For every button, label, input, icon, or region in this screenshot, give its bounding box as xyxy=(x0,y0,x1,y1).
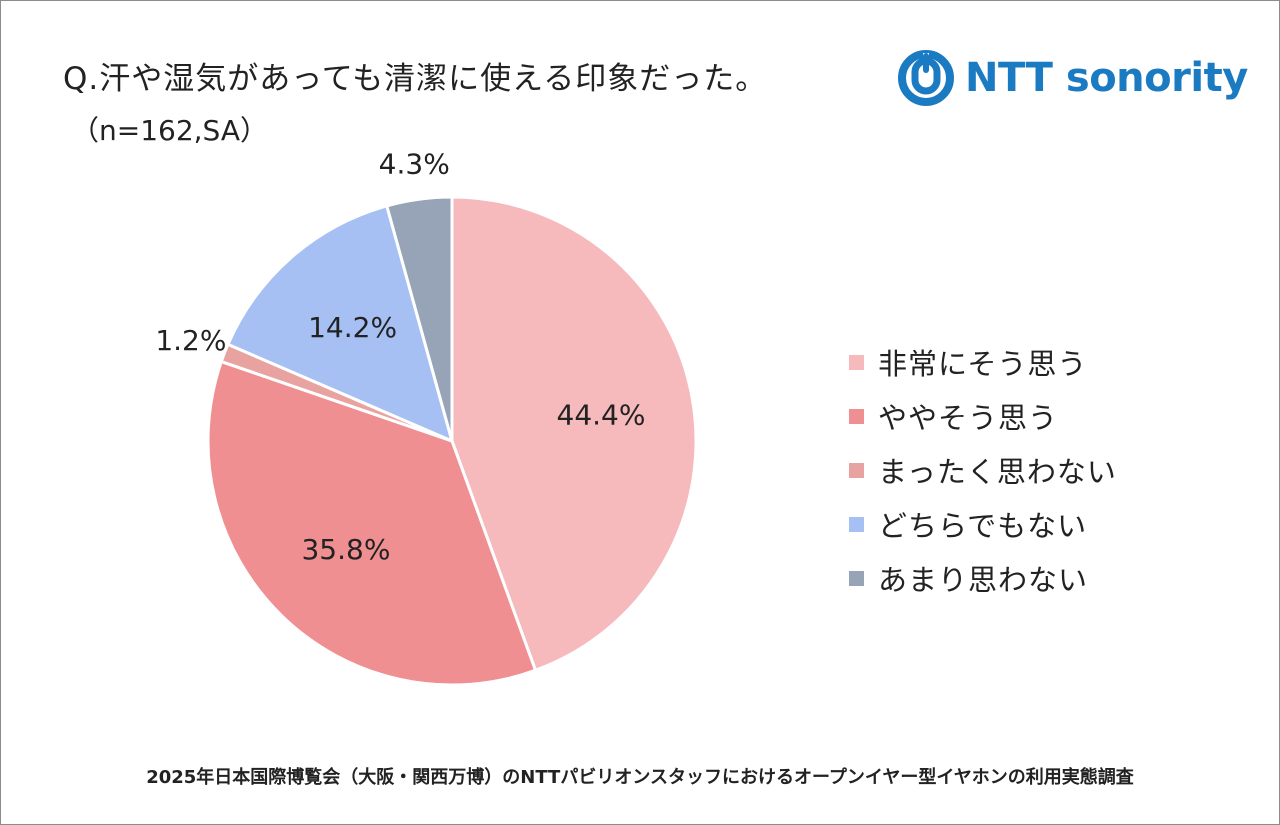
legend-label: まったく思わない xyxy=(878,455,1117,489)
legend-item-4: あまり思わない xyxy=(849,551,1117,605)
data-labels: 44.4% 35.8% 1.2% 14.2% 4.3% xyxy=(155,148,645,566)
pie-slice-3 xyxy=(225,204,455,444)
data-label-1: 35.8% xyxy=(301,533,390,566)
sample-size-label: （n=162,SA） xyxy=(71,114,268,147)
pie-slices xyxy=(206,195,698,687)
legend-label: ややそう思う xyxy=(878,401,1059,435)
legend: 非常にそう思う ややそう思うまったく思わない どちらでもない あまり思わない xyxy=(849,335,1117,605)
data-label-0: 44.4% xyxy=(557,399,646,432)
legend-item-1: ややそう思う xyxy=(849,389,1117,443)
legend-label: どちらでもない xyxy=(878,509,1088,543)
question-title: Q.汗や湿気があっても清潔に使える印象だった。 xyxy=(63,61,768,97)
legend-swatch xyxy=(849,354,864,370)
data-label-2: 1.2% xyxy=(155,324,226,357)
pie-slice-4 xyxy=(384,195,454,442)
legend-label: 非常にそう思う xyxy=(878,347,1088,381)
legend-label: あまり思わない xyxy=(878,563,1089,597)
legend-swatch xyxy=(849,408,864,424)
legend-swatch xyxy=(849,570,864,586)
legend-swatch xyxy=(849,516,864,532)
legend-item-0: 非常にそう思う xyxy=(849,335,1117,389)
pie-slice-0 xyxy=(450,195,698,673)
legend-item-3: どちらでもない xyxy=(849,497,1117,551)
survey-footer: 2025年日本国際博覧会（大阪・関西万博）のNTTパビリオンスタッフにおけるオー… xyxy=(146,767,1134,788)
legend-item-2: まったく思わない xyxy=(849,443,1117,497)
data-label-4: 4.3% xyxy=(379,148,450,181)
legend-swatch xyxy=(849,462,864,478)
ntt-logo-icon xyxy=(898,50,954,106)
ntt-sonority-logo: NTT sonority xyxy=(897,49,1248,107)
data-label-3: 14.2% xyxy=(308,311,397,344)
pie-slice-1 xyxy=(206,359,538,687)
logo-text: NTT sonority xyxy=(965,55,1248,101)
